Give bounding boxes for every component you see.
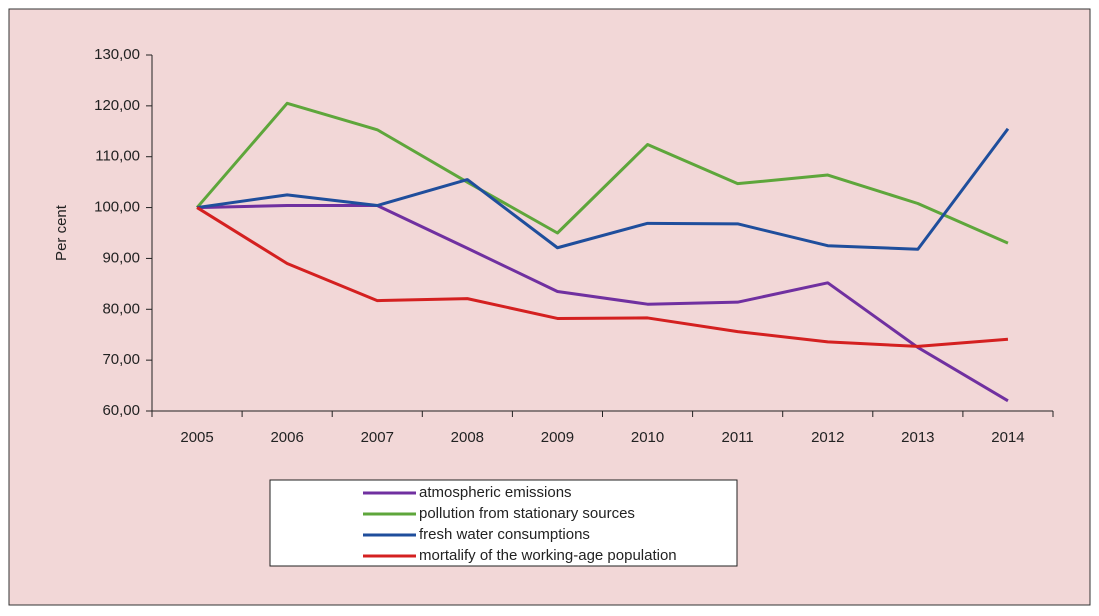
y-tick-label: 90,00	[102, 249, 140, 266]
y-tick-label: 120,00	[94, 97, 140, 114]
legend: atmospheric emissions pollution from stat…	[269, 479, 738, 567]
legend-box	[269, 479, 738, 567]
y-axis-label: Per cent	[53, 204, 70, 261]
series-line	[197, 204, 1009, 403]
x-tick-label: 2013	[901, 429, 934, 446]
x-tick-label: 2011	[722, 429, 754, 446]
y-tick-label: 130,00	[94, 46, 140, 63]
series-line	[196, 127, 1010, 251]
x-tick-label: 2009	[541, 429, 574, 446]
x-tick-label: 2010	[631, 429, 664, 446]
series-line	[195, 101, 1009, 245]
x-tick-label: 2005	[180, 429, 213, 446]
legend-label: mortalify of the working-age population	[419, 547, 677, 564]
x-tick-label: 2007	[361, 429, 394, 446]
x-tick-label: 2012	[811, 429, 844, 446]
legend-label: atmospheric emissions	[419, 484, 572, 501]
y-tick-label: 100,00	[94, 199, 140, 216]
y-tick-label: 110,00	[95, 148, 140, 165]
series-line	[196, 206, 1009, 348]
y-tick-label: 80,00	[102, 300, 140, 317]
x-tick-label: 2006	[270, 429, 303, 446]
y-tick-label: 60,00	[102, 402, 140, 419]
y-tick-label: 70,00	[102, 351, 140, 368]
x-tick-label: 2014	[991, 429, 1024, 446]
x-tick-label: 2008	[451, 429, 484, 446]
legend-label: fresh water consumptions	[419, 526, 590, 543]
legend-label: pollution from stationary sources	[419, 505, 635, 522]
